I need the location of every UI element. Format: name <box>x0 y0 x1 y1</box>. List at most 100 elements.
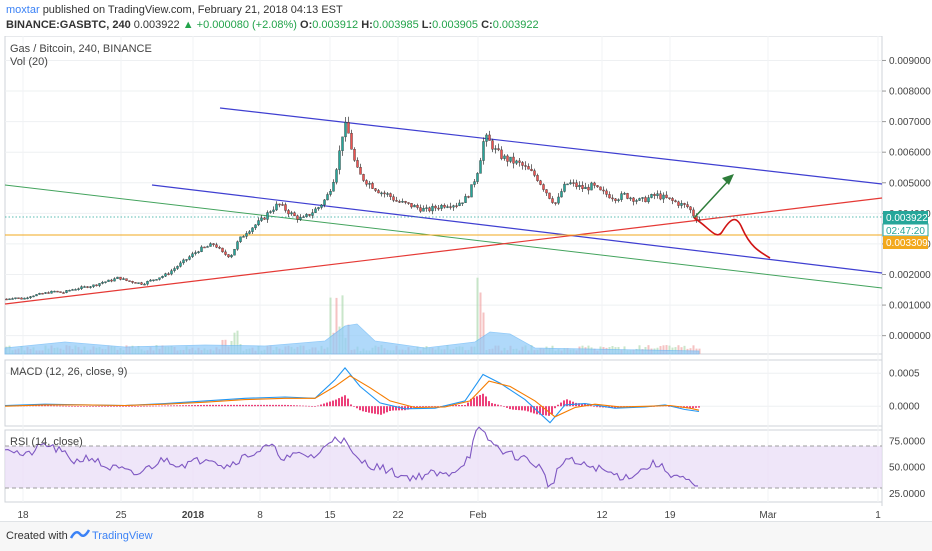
bearish-projection[interactable] <box>693 217 771 259</box>
close-label: C: <box>481 19 493 31</box>
green-trend-line[interactable] <box>4 184 883 289</box>
time-axis[interactable]: 18 25 2018 8 15 22 Feb 12 19 Mar 1 <box>17 510 881 521</box>
macd-hist-bar <box>152 405 154 407</box>
candle-body <box>632 197 635 202</box>
macd-hist-bar <box>695 406 697 408</box>
candle-body <box>5 298 8 301</box>
price-tick-label: 0.001000 <box>889 301 931 312</box>
author-link[interactable]: moxtar <box>6 4 40 16</box>
support-trend-line[interactable] <box>4 197 883 305</box>
macd-hist-bar <box>518 406 520 411</box>
bullish-arrow[interactable] <box>693 178 731 219</box>
candle-body <box>512 156 515 164</box>
candle-body <box>272 209 275 212</box>
macd-hist-bar <box>122 406 124 407</box>
candle-body <box>128 280 131 282</box>
macd-hist-bar <box>77 406 79 407</box>
tradingview-link[interactable]: TradingView <box>92 530 153 542</box>
macd-hist-bar <box>452 405 454 407</box>
candle-body <box>668 197 671 199</box>
candle-body <box>122 278 125 280</box>
candle-body <box>32 295 35 298</box>
candle-body <box>590 182 593 191</box>
volume-bar <box>329 297 332 354</box>
candle-body <box>167 273 170 275</box>
candle-body <box>647 197 650 203</box>
macd-legend[interactable]: MACD (12, 26, close, 9) <box>10 366 127 378</box>
candle-body <box>680 203 683 206</box>
price-axis[interactable]: 0.009000 0.008000 0.007000 0.006000 0.005000… <box>882 56 931 342</box>
macd-hist-bar <box>422 406 424 408</box>
candle-body <box>581 185 584 190</box>
candle-body <box>392 196 395 201</box>
candle-body <box>614 198 617 201</box>
open-label: O: <box>300 19 313 31</box>
macd-hist-bar <box>410 406 412 409</box>
high-value: 0.003985 <box>372 19 419 31</box>
macd-hist-bar <box>59 405 61 407</box>
main-pane[interactable] <box>4 36 883 355</box>
candle-body <box>491 140 494 150</box>
macd-hist-bar <box>416 406 418 408</box>
candle-body <box>173 268 176 271</box>
candle-body <box>317 207 320 210</box>
symbol-label: BINANCE:GASBTC, 240 <box>6 19 131 31</box>
macd-hist-bar <box>551 406 553 415</box>
candle-body <box>197 251 200 253</box>
candle-body <box>326 194 329 201</box>
macd-hist-bar <box>278 404 280 407</box>
price-tick-label: 0.006000 <box>889 148 931 159</box>
macd-hist-bar <box>116 406 118 407</box>
candle-body <box>239 236 242 242</box>
tradingview-logo-icon[interactable] <box>69 527 91 544</box>
chart-canvas[interactable]: 0.009000 0.008000 0.007000 0.006000 0.005000… <box>0 36 932 521</box>
volume-bar <box>662 345 665 354</box>
candle-body <box>155 279 158 281</box>
macd-hist-bar <box>317 405 319 407</box>
candle-body <box>683 203 686 205</box>
candle-body <box>608 194 611 199</box>
macd-hist-bar <box>275 404 277 407</box>
channel-top-line[interactable] <box>219 107 883 185</box>
candle-body <box>38 293 41 295</box>
candle-body <box>230 254 233 258</box>
channel-bottom-line[interactable] <box>151 184 883 274</box>
candle-body <box>86 286 89 288</box>
candle-body <box>560 191 563 198</box>
macd-hist-bar <box>398 406 400 411</box>
candle-body <box>611 197 614 200</box>
candle-body <box>605 190 608 195</box>
macd-hist-bar <box>140 405 142 407</box>
macd-hist-bar <box>248 404 250 407</box>
vol-legend[interactable]: Vol (20) <box>10 56 48 68</box>
candle-body <box>47 292 50 294</box>
candle-body <box>53 290 56 293</box>
time-tick-label: 15 <box>324 510 336 521</box>
price-tick-label: 0.009000 <box>889 56 931 67</box>
main-legend[interactable]: Gas / Bitcoin, 240, BINANCE <box>10 43 152 55</box>
macd-hist-bar <box>167 405 169 407</box>
candle-body <box>194 252 197 254</box>
candle-body <box>596 185 599 188</box>
candle-body <box>293 212 296 217</box>
macd-hist-bar <box>596 406 598 408</box>
candle-body <box>458 202 461 206</box>
candle-body <box>533 170 536 176</box>
candle-body <box>359 167 362 175</box>
candle-body <box>479 160 482 174</box>
candle-body <box>572 182 575 184</box>
macd-hist-bar <box>509 406 511 410</box>
rsi-legend[interactable]: RSI (14, close) <box>10 436 83 448</box>
volume-bar <box>476 277 479 354</box>
volume-bar <box>236 330 239 354</box>
candle-body <box>209 243 212 247</box>
time-tick-label: 25 <box>115 510 127 521</box>
macd-hist-bar <box>341 396 343 407</box>
candle-body <box>143 283 146 286</box>
macd-pane[interactable] <box>4 359 883 427</box>
candle-body <box>227 254 230 258</box>
candle-body <box>503 155 506 159</box>
candle-body <box>434 205 437 209</box>
candle-body <box>446 206 449 208</box>
macd-hist-bar <box>362 406 364 412</box>
